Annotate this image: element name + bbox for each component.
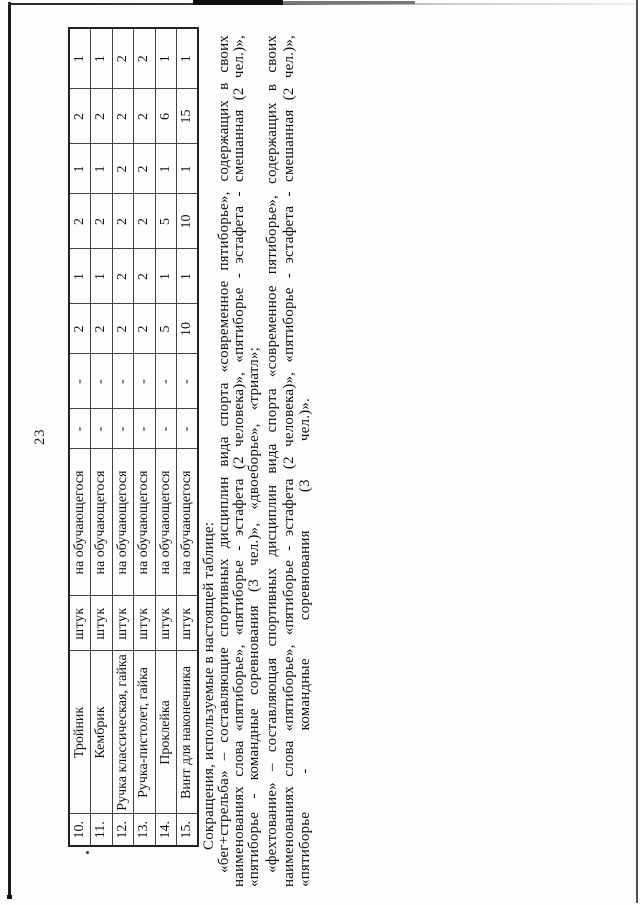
notes-line: «бег+стрельба» – составляющие спортивных…: [215, 35, 232, 873]
scan-frame-left-border: [7, 2, 12, 899]
notes-line: наименованиях слова «пятиборье», «пятибо…: [230, 35, 247, 887]
scan-noise-dot: [86, 851, 89, 854]
notes-line: наименованиях слова «пятиборье», «пятибо…: [280, 35, 297, 887]
notes-heading-line: Сокращения, используемые в настоящей таб…: [201, 521, 217, 850]
notes-line: «пятиборье - командные соревнования (3 ч…: [297, 398, 313, 887]
scan-frame-top-artifact: [193, 0, 283, 5]
notes-line: «пятиборье - командные соревнования (3 ч…: [245, 347, 262, 887]
notes-line: «фехтование» – составляющая спортивных д…: [263, 35, 280, 873]
scan-frame-right-border: [635, 0, 638, 903]
scan-frame-top-border: [8, 3, 636, 5]
scan-frame-top-artifact-gray: [283, 1, 415, 4]
